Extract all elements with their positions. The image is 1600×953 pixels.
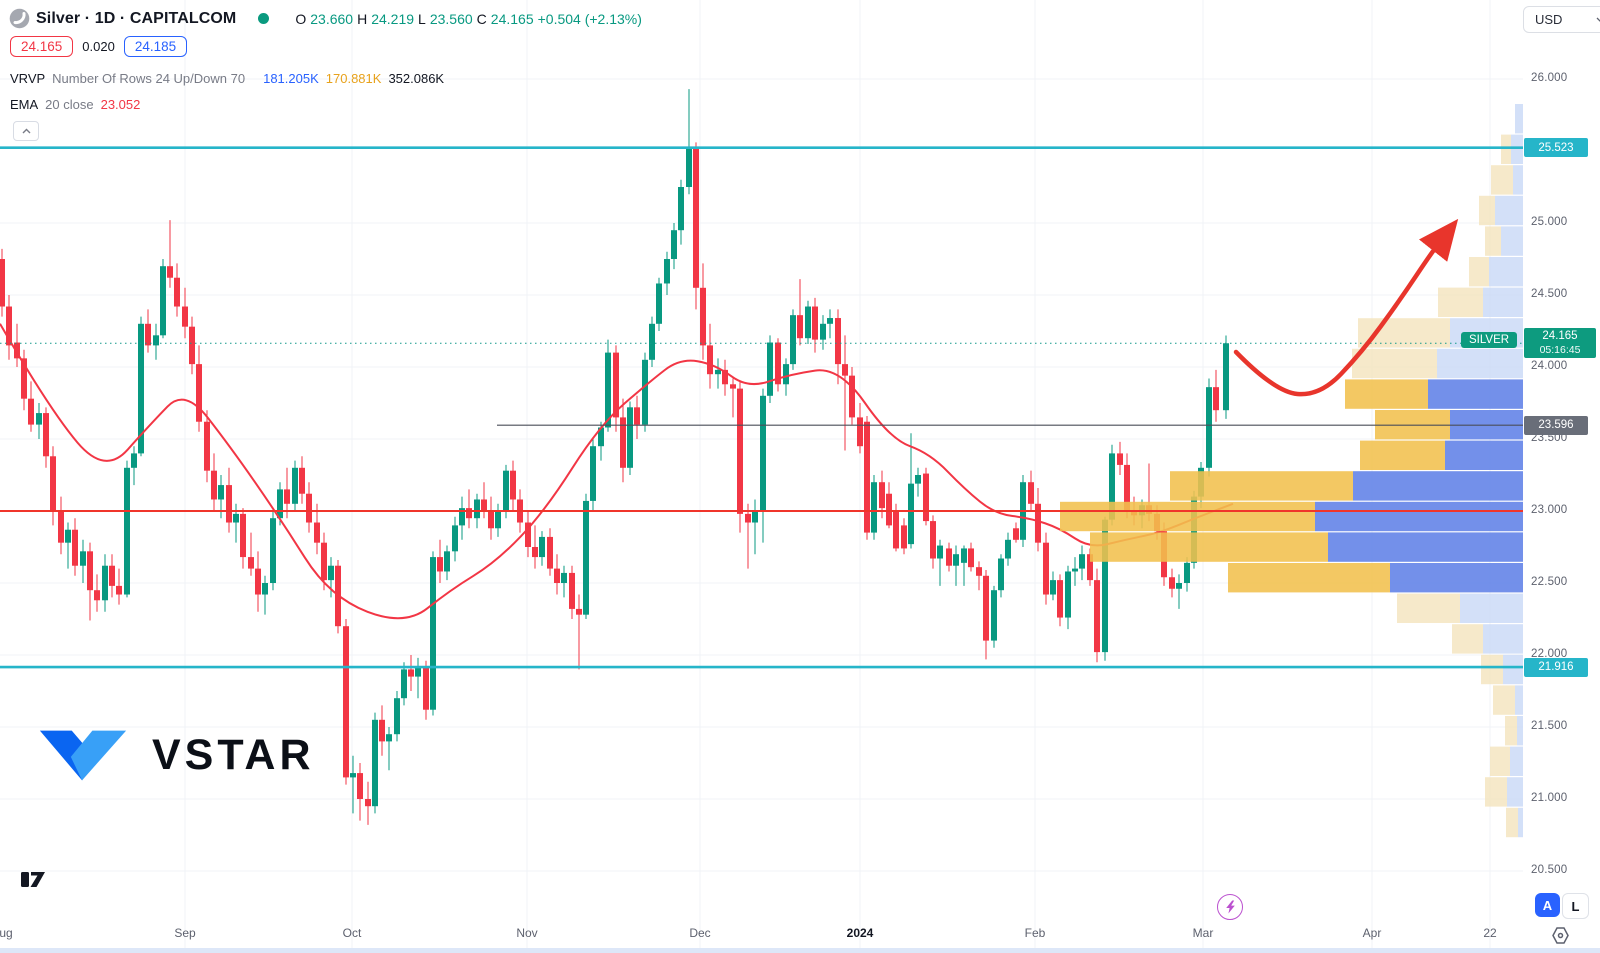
- chevron-up-icon: [22, 128, 30, 134]
- level-lines: [0, 146, 1523, 669]
- event-lightning-icon[interactable]: [1217, 894, 1243, 920]
- auto-scale-button[interactable]: A: [1535, 893, 1560, 917]
- market-status-dot: [258, 13, 270, 24]
- bid-price-button[interactable]: 24.165: [10, 36, 74, 57]
- vstar-logo-text: VSTAR: [152, 730, 315, 779]
- high-value: 24.219: [371, 10, 415, 27]
- chevron-down-icon: [1596, 17, 1600, 22]
- collapse-legend-button[interactable]: [13, 121, 39, 141]
- candles: [0, 89, 1229, 825]
- ema-line: [0, 323, 1234, 620]
- change-value: +0.504 (+2.13%): [537, 10, 642, 27]
- ohlc-values: O 23.660 H 24.219 L 23.560 C 24.165 +0.504 (…: [295, 10, 642, 27]
- quote-row: 24.165 0.020 24.185: [10, 36, 188, 57]
- symbol-title[interactable]: Silver · 1D · CAPITALCOM: [36, 9, 237, 27]
- gear-icon[interactable]: [1551, 926, 1570, 945]
- spread-value: 0.020: [82, 39, 115, 54]
- ema-value: 23.052: [100, 97, 141, 112]
- bottom-border: [0, 948, 1600, 953]
- symbol-header: Silver · 1D · CAPITALCOM O 23.660 H 24.219…: [9, 8, 642, 29]
- vrvp-total-volume: 352.086K: [388, 71, 445, 86]
- vrvp-down-volume: 170.881K: [325, 71, 382, 86]
- log-scale-button[interactable]: L: [1562, 893, 1589, 919]
- vstar-logo-icon: [39, 730, 127, 781]
- vrvp-legend[interactable]: VRVP Number Of Rows 24 Up/Down 70 181.20…: [10, 71, 445, 86]
- tradingview-logo-icon[interactable]: [20, 868, 48, 892]
- ema-legend[interactable]: EMA 20 close 23.052: [10, 97, 141, 112]
- ask-price-button[interactable]: 24.185: [123, 36, 188, 57]
- currency-label: USD: [1535, 12, 1563, 27]
- currency-selector[interactable]: USD: [1523, 6, 1600, 33]
- low-value: 23.560: [429, 10, 473, 27]
- close-value: 24.165: [490, 10, 534, 27]
- vrvp-up-volume: 181.205K: [263, 71, 319, 86]
- silver-coin-icon: [9, 8, 30, 29]
- vstar-watermark: VSTAR: [38, 724, 315, 786]
- open-value: 23.660: [310, 10, 354, 27]
- projection-arrow: [1233, 218, 1459, 397]
